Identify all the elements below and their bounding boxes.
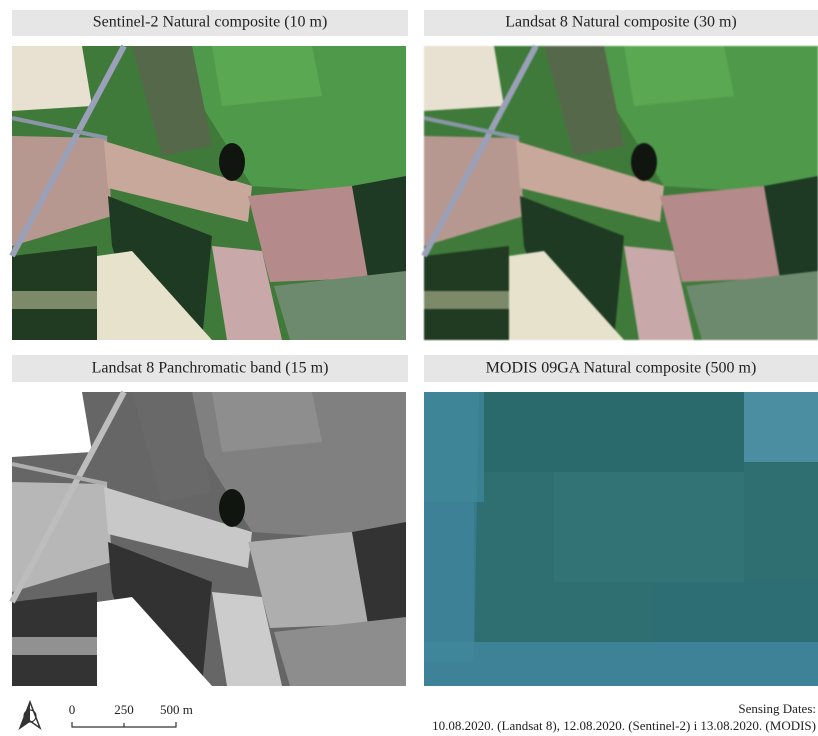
image-feature bbox=[624, 46, 734, 106]
image-feature bbox=[424, 46, 504, 111]
scale-label: 250 bbox=[114, 702, 134, 717]
panel-title: Landsat 8 Panchromatic band (15 m) bbox=[92, 360, 329, 377]
panel-title: Landsat 8 Natural composite (30 m) bbox=[505, 14, 737, 31]
image-feature bbox=[744, 392, 818, 462]
image-feature bbox=[352, 522, 406, 632]
north-arrow bbox=[18, 699, 42, 731]
image-landsat bbox=[421, 44, 818, 340]
image-feature bbox=[248, 186, 368, 282]
image-feature bbox=[212, 46, 322, 106]
image-feature bbox=[12, 136, 112, 246]
image-feature bbox=[516, 141, 664, 222]
image-feature bbox=[660, 186, 780, 282]
image-feature bbox=[631, 143, 657, 181]
image-feature bbox=[424, 136, 524, 246]
image-feature bbox=[97, 597, 212, 686]
image-feature bbox=[132, 46, 212, 156]
image-feature bbox=[132, 392, 212, 502]
image-feature bbox=[484, 392, 744, 472]
image-feature bbox=[12, 291, 97, 309]
image-feature bbox=[219, 143, 245, 181]
image-feature bbox=[212, 592, 282, 686]
panel-title: MODIS 09GA Natural composite (500 m) bbox=[486, 360, 757, 377]
image-feature bbox=[424, 291, 509, 309]
title-bar bbox=[12, 355, 408, 382]
image-feature bbox=[12, 637, 97, 655]
image-sentinel bbox=[9, 44, 406, 340]
image-feature bbox=[686, 271, 818, 340]
image-feature bbox=[9, 44, 127, 258]
dates-label: Sensing Dates: bbox=[738, 701, 816, 716]
image-feature bbox=[12, 482, 112, 592]
image-feature bbox=[544, 46, 624, 156]
scale-label: 500 m bbox=[160, 702, 193, 717]
image-feature bbox=[421, 44, 539, 258]
scale-bar: 0 250 500 m bbox=[69, 702, 193, 728]
title-bar bbox=[424, 10, 818, 36]
image-feature bbox=[212, 246, 282, 340]
image-feature bbox=[274, 271, 406, 340]
image-modis bbox=[424, 392, 818, 686]
image-feature bbox=[97, 251, 212, 340]
image-feature bbox=[12, 392, 92, 457]
image-feature bbox=[654, 582, 818, 642]
image-panchromatic bbox=[9, 390, 406, 686]
image-feature bbox=[764, 176, 818, 286]
image-feature bbox=[104, 141, 252, 222]
image-feature bbox=[12, 46, 92, 111]
image-feature bbox=[554, 472, 744, 582]
image-feature bbox=[352, 176, 406, 286]
image-feature bbox=[9, 390, 127, 604]
scale-label: 0 bbox=[69, 702, 76, 717]
image-feature bbox=[11, 462, 108, 486]
image-feature bbox=[424, 642, 818, 686]
title-bar bbox=[12, 10, 408, 36]
image-feature bbox=[104, 487, 252, 568]
panel-title: Sentinel-2 Natural composite (10 m) bbox=[93, 14, 328, 31]
image-feature bbox=[424, 392, 479, 662]
image-feature bbox=[219, 489, 245, 527]
image-feature bbox=[423, 116, 520, 140]
image-feature bbox=[624, 246, 694, 340]
image-feature bbox=[274, 617, 406, 686]
title-bar bbox=[424, 355, 818, 382]
image-feature bbox=[11, 116, 108, 140]
image-feature bbox=[509, 251, 624, 340]
dates-text: 10.08.2020. (Landsat 8), 12.08.2020. (Se… bbox=[432, 718, 816, 733]
image-feature bbox=[248, 532, 368, 628]
image-feature bbox=[212, 392, 322, 452]
